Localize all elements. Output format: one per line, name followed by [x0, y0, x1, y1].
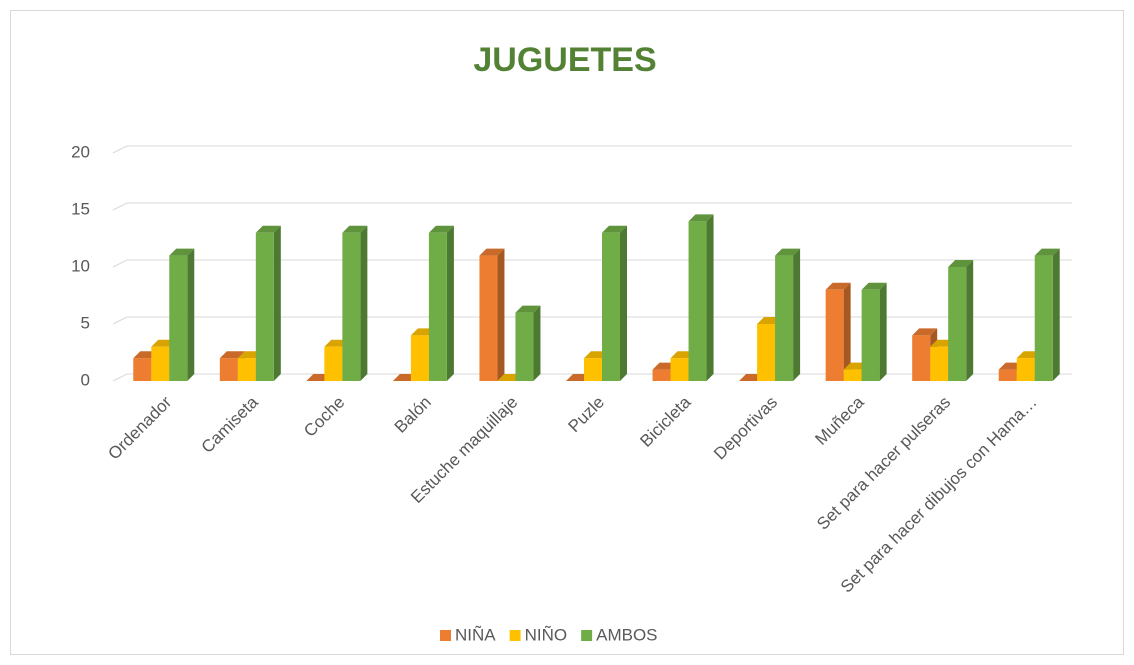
bar-front	[410, 335, 429, 381]
bar-front	[428, 232, 447, 381]
bar	[479, 248, 505, 381]
bar-side	[879, 282, 887, 381]
y-tick-label: 20	[71, 142, 90, 161]
bar-front	[602, 232, 620, 381]
bar-front	[757, 324, 776, 381]
bar-front	[255, 232, 274, 381]
bar-top	[255, 225, 281, 233]
y-tick-label: 5	[81, 313, 90, 332]
grid-line	[112, 316, 1072, 325]
bar	[255, 225, 281, 381]
y-tick-label: 10	[71, 256, 90, 275]
bar-front	[584, 358, 602, 381]
bar-top	[428, 225, 454, 233]
bar	[1034, 248, 1060, 381]
bar-side	[533, 305, 541, 381]
y-tick-label: 0	[81, 370, 90, 389]
bar-top	[219, 351, 245, 359]
bar	[602, 225, 627, 381]
bar	[688, 214, 714, 381]
bar-front	[169, 255, 188, 381]
bar-side	[843, 282, 851, 381]
bar-side	[620, 225, 627, 381]
bar-front	[775, 255, 794, 381]
bar-front	[1016, 358, 1035, 381]
bar-side	[360, 225, 368, 381]
bar-front	[324, 346, 343, 381]
bar-side	[273, 225, 281, 381]
bar-front	[670, 358, 689, 381]
bar-front	[912, 335, 931, 381]
bar-front	[479, 255, 498, 381]
bar-front	[861, 289, 880, 381]
bar-front	[219, 358, 238, 381]
bar-front	[998, 369, 1017, 381]
legend-label: NIÑA	[455, 625, 496, 644]
bar-side	[793, 248, 801, 381]
bar-front	[133, 358, 152, 381]
legend-swatch	[440, 630, 451, 641]
legend-swatch	[509, 630, 521, 641]
bar-top	[825, 282, 851, 290]
bar-side	[187, 248, 195, 381]
bar-top	[948, 260, 974, 267]
bar	[428, 225, 454, 381]
bar-top	[479, 248, 505, 256]
bar-side	[1052, 248, 1060, 381]
bar-front	[930, 346, 949, 381]
bar	[775, 248, 801, 381]
chart-title: JUGUETES	[473, 41, 656, 79]
bar-top	[169, 248, 195, 256]
bar-top	[1034, 248, 1060, 256]
bar-front	[843, 369, 862, 381]
y-tick-label: 15	[71, 199, 90, 218]
bar	[861, 282, 887, 381]
grid-line	[112, 202, 1072, 211]
bar-top	[342, 225, 368, 233]
legend-label: NIÑO	[525, 625, 568, 644]
grid-line	[112, 145, 1072, 154]
bar	[948, 260, 974, 381]
bar-front	[948, 267, 967, 381]
bar-side	[706, 214, 714, 381]
bar-top	[775, 248, 801, 256]
bar	[515, 305, 541, 381]
legend-swatch	[581, 630, 593, 641]
bar	[825, 282, 851, 381]
bar-top	[602, 225, 627, 233]
bar-top	[515, 305, 541, 313]
bar-front	[237, 358, 256, 381]
bar	[169, 248, 195, 381]
bar	[342, 225, 368, 381]
bar-top	[912, 328, 938, 336]
bar-top	[861, 282, 887, 290]
bar-front	[151, 346, 170, 381]
bar-front	[1034, 255, 1053, 381]
bar-front	[515, 312, 534, 381]
bar-front	[652, 369, 671, 381]
bar-front	[342, 232, 361, 381]
bar-front	[825, 289, 844, 381]
grid-line	[112, 259, 1072, 268]
legend-label: AMBOS	[596, 625, 657, 644]
chart-border	[10, 10, 1124, 655]
bar-side	[497, 248, 505, 381]
bar-front	[688, 221, 707, 381]
bar-side	[966, 260, 974, 381]
bar-side	[446, 225, 454, 381]
bar-top	[688, 214, 714, 222]
